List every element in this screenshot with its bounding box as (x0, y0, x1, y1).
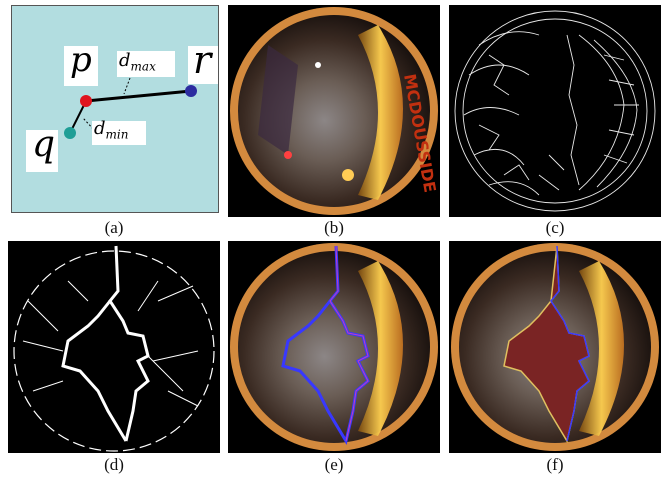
panel-c-edge-map (449, 5, 661, 217)
panel-a-diagram: p r q dmax dmin (11, 5, 219, 213)
caption-b: (b) (324, 218, 344, 237)
edge-image (454, 10, 656, 212)
dmin-arrow (82, 117, 97, 133)
caption-a: (a) (104, 218, 124, 237)
point-r (185, 85, 197, 97)
panel-d-binary-map (8, 241, 220, 453)
dmax-arrow (123, 77, 131, 95)
filled-region-image (451, 243, 659, 451)
panel-f-filled-region (449, 241, 661, 453)
label-r: r (193, 38, 212, 82)
point-p (80, 95, 92, 107)
diagram-svg (64, 77, 197, 139)
label-p: p (70, 40, 92, 80)
label-dmin: dmin (94, 118, 129, 142)
label-dmax: dmax (119, 50, 156, 74)
point-q (64, 127, 76, 139)
caption-e: (e) (324, 455, 344, 474)
line-p-r (85, 89, 192, 103)
label-q: q (32, 124, 56, 165)
panel-e-boundary-overlay (228, 241, 440, 453)
caption-c: (c) (545, 218, 565, 237)
overlay-image (230, 243, 438, 451)
caption-f: (f) (546, 455, 564, 474)
fisheye-image: MCDOUSSIDE (230, 7, 440, 215)
binary-image (13, 245, 215, 452)
panel-b-fisheye-photo: MCDOUSSIDE (228, 5, 440, 217)
caption-d: (d) (104, 455, 124, 474)
